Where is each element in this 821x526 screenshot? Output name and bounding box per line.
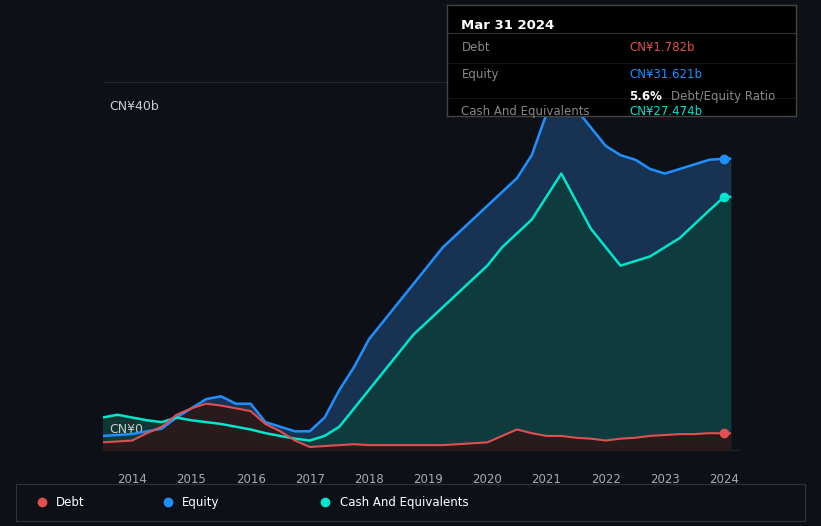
Text: 5.6%: 5.6% <box>629 90 662 103</box>
Text: Debt/Equity Ratio: Debt/Equity Ratio <box>671 90 775 103</box>
Text: Debt: Debt <box>461 41 490 54</box>
Text: Cash And Equivalents: Cash And Equivalents <box>340 496 468 509</box>
Text: CN¥31.621b: CN¥31.621b <box>629 68 702 81</box>
Text: Mar 31 2024: Mar 31 2024 <box>461 18 555 32</box>
Text: CN¥1.782b: CN¥1.782b <box>629 41 695 54</box>
Text: Equity: Equity <box>461 68 499 81</box>
Text: CN¥0: CN¥0 <box>109 423 143 436</box>
Text: Debt: Debt <box>56 496 85 509</box>
Text: CN¥27.474b: CN¥27.474b <box>629 105 702 118</box>
Text: Equity: Equity <box>182 496 219 509</box>
Text: Cash And Equivalents: Cash And Equivalents <box>461 105 590 118</box>
Text: CN¥40b: CN¥40b <box>109 99 158 113</box>
